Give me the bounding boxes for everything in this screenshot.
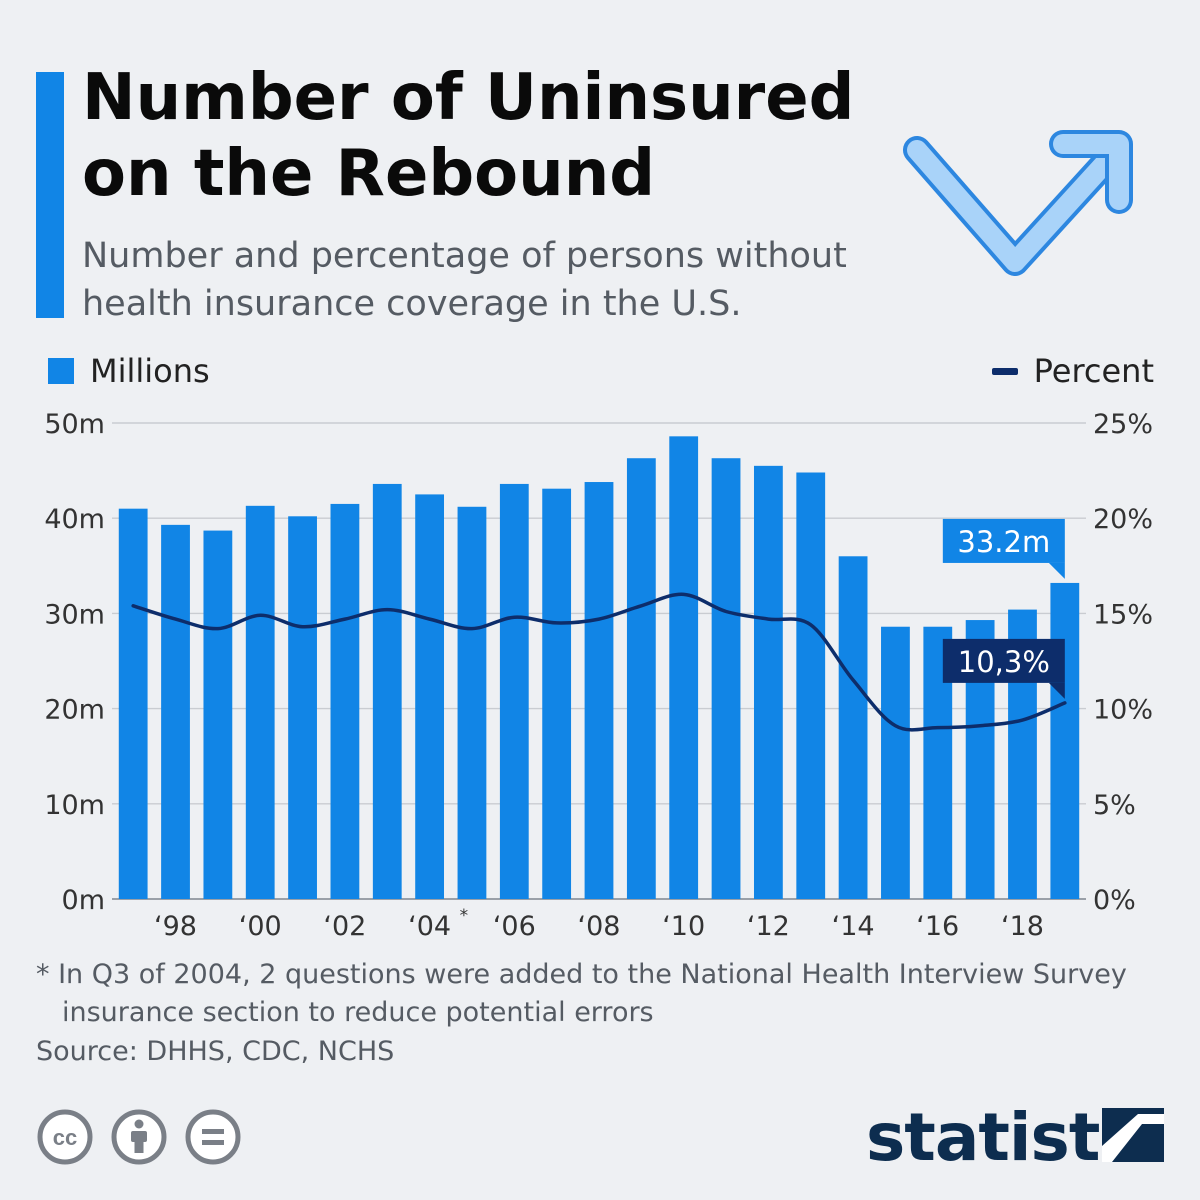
left-axis-tick-label: 10m — [44, 790, 105, 821]
callout-line-value: 10,3% — [958, 645, 1050, 679]
statista-logo-icon[interactable] — [1102, 1108, 1164, 1162]
bar — [1050, 582, 1080, 899]
bar — [330, 503, 360, 899]
bar — [245, 505, 275, 899]
x-axis-tick-label: ‘14 — [832, 911, 875, 942]
bar — [499, 483, 529, 899]
footnote-line-1: * In Q3 of 2004, 2 questions were added … — [36, 959, 1127, 990]
bar — [203, 530, 233, 899]
percent-line — [131, 592, 1067, 732]
bar — [881, 626, 910, 899]
callout-bar-box — [942, 518, 1065, 563]
legend-label-percent: Percent — [1033, 352, 1154, 390]
bar — [796, 472, 826, 899]
right-axis-tick-label: 25% — [1093, 409, 1153, 440]
x-axis-tick-label: ‘02 — [323, 911, 366, 942]
legend-millions: Millions — [48, 352, 210, 390]
svg-text:cc: cc — [53, 1125, 77, 1150]
uninsured-chart: 0m 10m 20m 30m 40m 50m 0% 5% 10% 15% 20% 25% ‘98 ‘00 ‘… — [44, 409, 1153, 942]
v-up-arrow-icon — [903, 130, 1133, 276]
legend-swatch-percent — [991, 367, 1018, 375]
no-derivatives-icon[interactable] — [184, 1108, 242, 1166]
x-axis-tick-footnote-marker: * — [460, 906, 469, 926]
footnote: * In Q3 of 2004, 2 questions were added … — [36, 956, 1176, 1032]
x-axis-tick-label: ‘98 — [154, 911, 197, 942]
left-axis-tick-label: 0m — [62, 885, 105, 916]
x-axis-tick-label: ‘16 — [916, 911, 959, 942]
bar — [626, 458, 656, 899]
x-axis-tick-label: ‘06 — [493, 911, 536, 942]
bar — [838, 556, 868, 899]
bar — [118, 508, 148, 899]
license-icons: cc — [36, 1108, 258, 1166]
right-axis-tick-label: 5% — [1093, 790, 1136, 821]
right-axis-tick-label: 0% — [1093, 885, 1136, 916]
page-title: Number of Uninsured on the Rebound — [82, 60, 854, 212]
bar — [372, 483, 402, 899]
statista-logo-text[interactable]: statista — [866, 1099, 1144, 1176]
bar — [584, 482, 614, 899]
right-axis-tick-label: 20% — [1093, 504, 1153, 535]
x-axis-tick-label: ‘10 — [662, 911, 705, 942]
right-axis-tick-label: 10% — [1093, 695, 1153, 726]
callout-bar-value: 33.2m — [957, 525, 1050, 559]
callout-bar-pointer — [1048, 562, 1065, 579]
callout-line-pointer — [1048, 682, 1065, 699]
legend-swatch-millions — [48, 358, 74, 384]
bar — [161, 524, 190, 899]
title-line-2: on the Rebound — [82, 137, 656, 211]
x-axis-tick-label: ‘08 — [578, 911, 621, 942]
legend-percent: Percent — [991, 352, 1154, 390]
bar — [457, 506, 487, 899]
cc-icon[interactable]: cc — [36, 1108, 94, 1166]
legend-label-millions: Millions — [90, 352, 210, 390]
bar — [288, 516, 317, 899]
x-axis-tick-label: ‘04 — [408, 911, 451, 942]
callout-line-box — [942, 638, 1065, 683]
bar — [711, 458, 741, 899]
bar — [542, 488, 572, 899]
x-axis-tick-label: ‘18 — [1001, 911, 1044, 942]
x-axis-tick-label: ‘00 — [239, 911, 282, 942]
subtitle-line-1: Number and percentage of persons without — [82, 236, 847, 276]
page-subtitle: Number and percentage of persons without… — [82, 232, 912, 328]
subtitle-line-2: health insurance coverage in the U.S. — [82, 284, 742, 324]
right-axis-tick-label: 15% — [1093, 599, 1153, 630]
left-axis-tick-label: 50m — [44, 409, 105, 440]
source-text: Source: DHHS, CDC, NCHS — [36, 1036, 395, 1067]
attribution-icon[interactable] — [110, 1108, 168, 1166]
bar — [669, 436, 699, 899]
footnote-line-2: insurance section to reduce potential er… — [62, 997, 654, 1028]
x-axis-tick-label: ‘12 — [747, 911, 790, 942]
left-axis-tick-label: 40m — [44, 504, 105, 535]
left-axis-tick-label: 20m — [44, 695, 105, 726]
bar — [753, 465, 783, 899]
title-line-1: Number of Uninsured — [82, 61, 855, 135]
left-axis-tick-label: 30m — [44, 599, 105, 630]
title-accent-bar — [36, 72, 64, 318]
bar — [415, 494, 445, 899]
